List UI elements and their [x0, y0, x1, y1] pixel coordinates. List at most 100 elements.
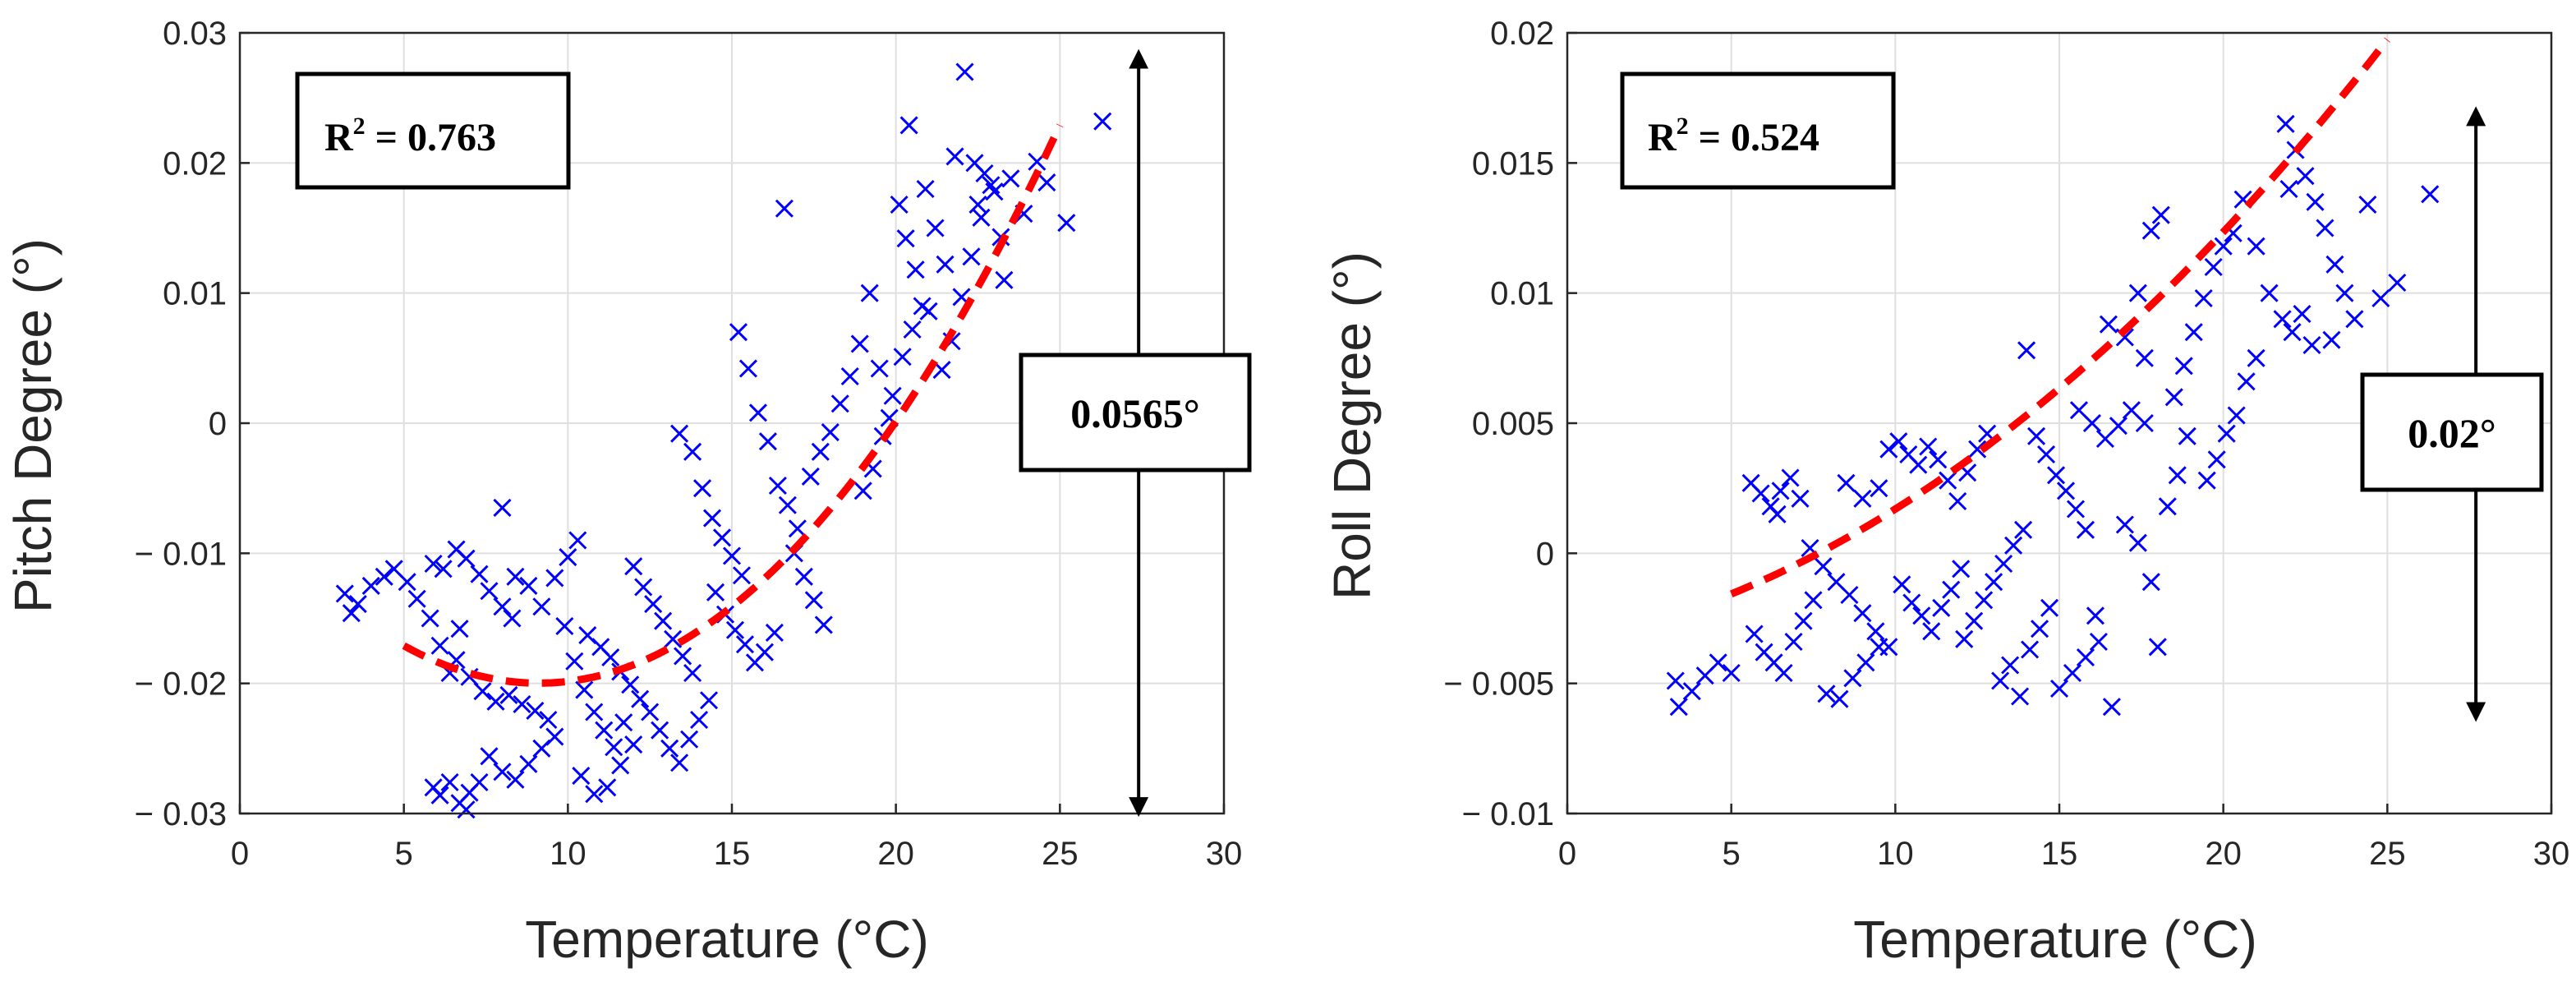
- pitch-data-point: [493, 763, 512, 781]
- pitch-data-point: [670, 424, 689, 443]
- roll-data-point: [2207, 450, 2226, 469]
- pitch-data-point: [361, 576, 380, 595]
- pitch-data-point: [755, 643, 774, 661]
- roll-data-point: [1994, 554, 2013, 574]
- roll-data-point: [2388, 273, 2407, 293]
- roll-data-point: [1991, 671, 2010, 690]
- pitch-data-point: [968, 195, 987, 214]
- roll-y-tick-label: 0.02: [1490, 16, 1554, 52]
- roll-chart: 0 5 10 15 20 25 30 − 0.01 − 0.005 0 0.005 0.01 0.01…: [1322, 16, 2569, 969]
- pitch-x-tick-label: 5: [395, 836, 413, 872]
- pitch-data-point: [804, 591, 823, 610]
- roll-data-point: [2066, 500, 2086, 519]
- roll-data-point: [2099, 315, 2118, 334]
- roll-data-point: [1870, 479, 1888, 498]
- pitch-data-point: [624, 735, 643, 754]
- roll-data-point: [1768, 505, 1787, 523]
- roll-y-tick-label: 0.005: [1472, 406, 1554, 442]
- roll-data-point: [2026, 426, 2046, 445]
- pitch-data-point: [972, 208, 991, 227]
- roll-data-point: [2302, 335, 2321, 355]
- roll-r2-superscript: 2: [1677, 113, 1689, 140]
- pitch-data-point: [916, 179, 935, 199]
- pitch-data-point: [690, 710, 709, 730]
- roll-data-point: [1955, 629, 1974, 648]
- pitch-x-tick-labels: 0 5 10 15 20 25 30: [231, 804, 1242, 872]
- pitch-data-point: [883, 386, 902, 405]
- pitch-data-point: [611, 756, 630, 775]
- pitch-data-point: [702, 509, 722, 528]
- pitch-y-tick-label: − 0.02: [135, 666, 227, 703]
- pitch-data-point: [598, 778, 617, 797]
- roll-x-tick-label: 20: [2205, 836, 2242, 872]
- pitch-data-point: [568, 531, 587, 550]
- pitch-data-point: [853, 482, 872, 500]
- roll-data-point: [2345, 310, 2364, 329]
- pitch-x-tick-label: 15: [714, 836, 751, 872]
- roll-data-point: [2204, 257, 2223, 277]
- roll-x-tick-label: 0: [1558, 836, 1576, 872]
- roll-data-point: [1669, 698, 1688, 717]
- pitch-data-point: [1057, 214, 1076, 233]
- pitch-data-point: [821, 423, 840, 442]
- roll-data-point: [1843, 669, 1862, 688]
- roll-data-point: [2148, 638, 2167, 657]
- roll-data-point: [2247, 348, 2266, 367]
- pitch-data-point: [644, 595, 663, 614]
- pitch-data-point: [748, 403, 768, 422]
- roll-data-point: [1751, 484, 1770, 503]
- roll-data-point: [1968, 440, 1987, 459]
- pitch-data-point: [434, 560, 453, 578]
- pitch-y-tick-label: 0.03: [163, 16, 227, 52]
- roll-data-point: [2260, 283, 2279, 302]
- pitch-r2-annotation: R2 = 0.763: [295, 71, 571, 190]
- roll-data-point: [2001, 656, 2020, 675]
- roll-y-tick-label: − 0.01: [1462, 796, 1554, 832]
- pitch-data-point: [621, 675, 640, 694]
- roll-data-point: [2237, 372, 2256, 391]
- roll-data-point: [1781, 468, 1800, 487]
- pitch-y-tick-label: − 0.01: [135, 536, 227, 572]
- roll-data-point: [2371, 288, 2390, 308]
- pitch-data-point: [903, 320, 922, 339]
- roll-data-point: [2128, 533, 2147, 552]
- pitch-range-label-box: 0.0565°: [1019, 353, 1252, 472]
- roll-data-point: [2168, 466, 2187, 485]
- roll-data-point: [2178, 426, 2196, 445]
- pitch-data-point: [712, 528, 732, 547]
- svg-text:R2 = 0.763: R2 = 0.763: [324, 113, 496, 159]
- roll-data-point: [2197, 471, 2216, 490]
- roll-data-point: [2040, 598, 2059, 617]
- roll-data-point: [2141, 221, 2160, 240]
- pitch-data-point: [732, 566, 752, 585]
- roll-data-point: [1929, 450, 1948, 469]
- roll-data-point: [2046, 466, 2066, 485]
- roll-data-point: [2020, 640, 2040, 659]
- roll-data-point: [1791, 489, 1810, 508]
- roll-fit-curve: [1729, 37, 2390, 597]
- roll-data-point: [2076, 520, 2095, 539]
- pitch-data-point: [473, 682, 492, 701]
- roll-points: [1666, 114, 2440, 717]
- roll-data-point: [1853, 604, 1872, 623]
- roll-data-point: [1774, 663, 1793, 683]
- roll-x-tick-labels: 0 5 10 15 20 25 30: [1558, 804, 2569, 872]
- pitch-data-point: [559, 548, 577, 567]
- roll-y-tick-label: 0.01: [1490, 276, 1554, 312]
- roll-x-tick-label: 15: [2041, 836, 2078, 872]
- roll-data-point: [1840, 585, 1859, 605]
- pitch-x-tick-label: 30: [1206, 836, 1243, 872]
- pitch-y-axis-title: Pitch Degree (°): [3, 238, 62, 613]
- roll-y-tick-label: 0.015: [1472, 145, 1554, 182]
- pitch-y-tick-label: 0: [209, 406, 227, 442]
- pitch-data-point: [457, 549, 476, 568]
- pitch-data-point: [430, 636, 449, 655]
- roll-data-point: [2158, 497, 2177, 516]
- roll-data-point: [2335, 283, 2354, 302]
- pitch-data-point: [758, 432, 777, 451]
- roll-data-point: [1912, 606, 1931, 625]
- roll-r2-value: = 0.524: [1689, 116, 1819, 159]
- pitch-r2-prefix: R: [324, 116, 354, 159]
- pitch-x-tick-label: 0: [231, 836, 249, 872]
- pitch-data-point: [348, 595, 367, 614]
